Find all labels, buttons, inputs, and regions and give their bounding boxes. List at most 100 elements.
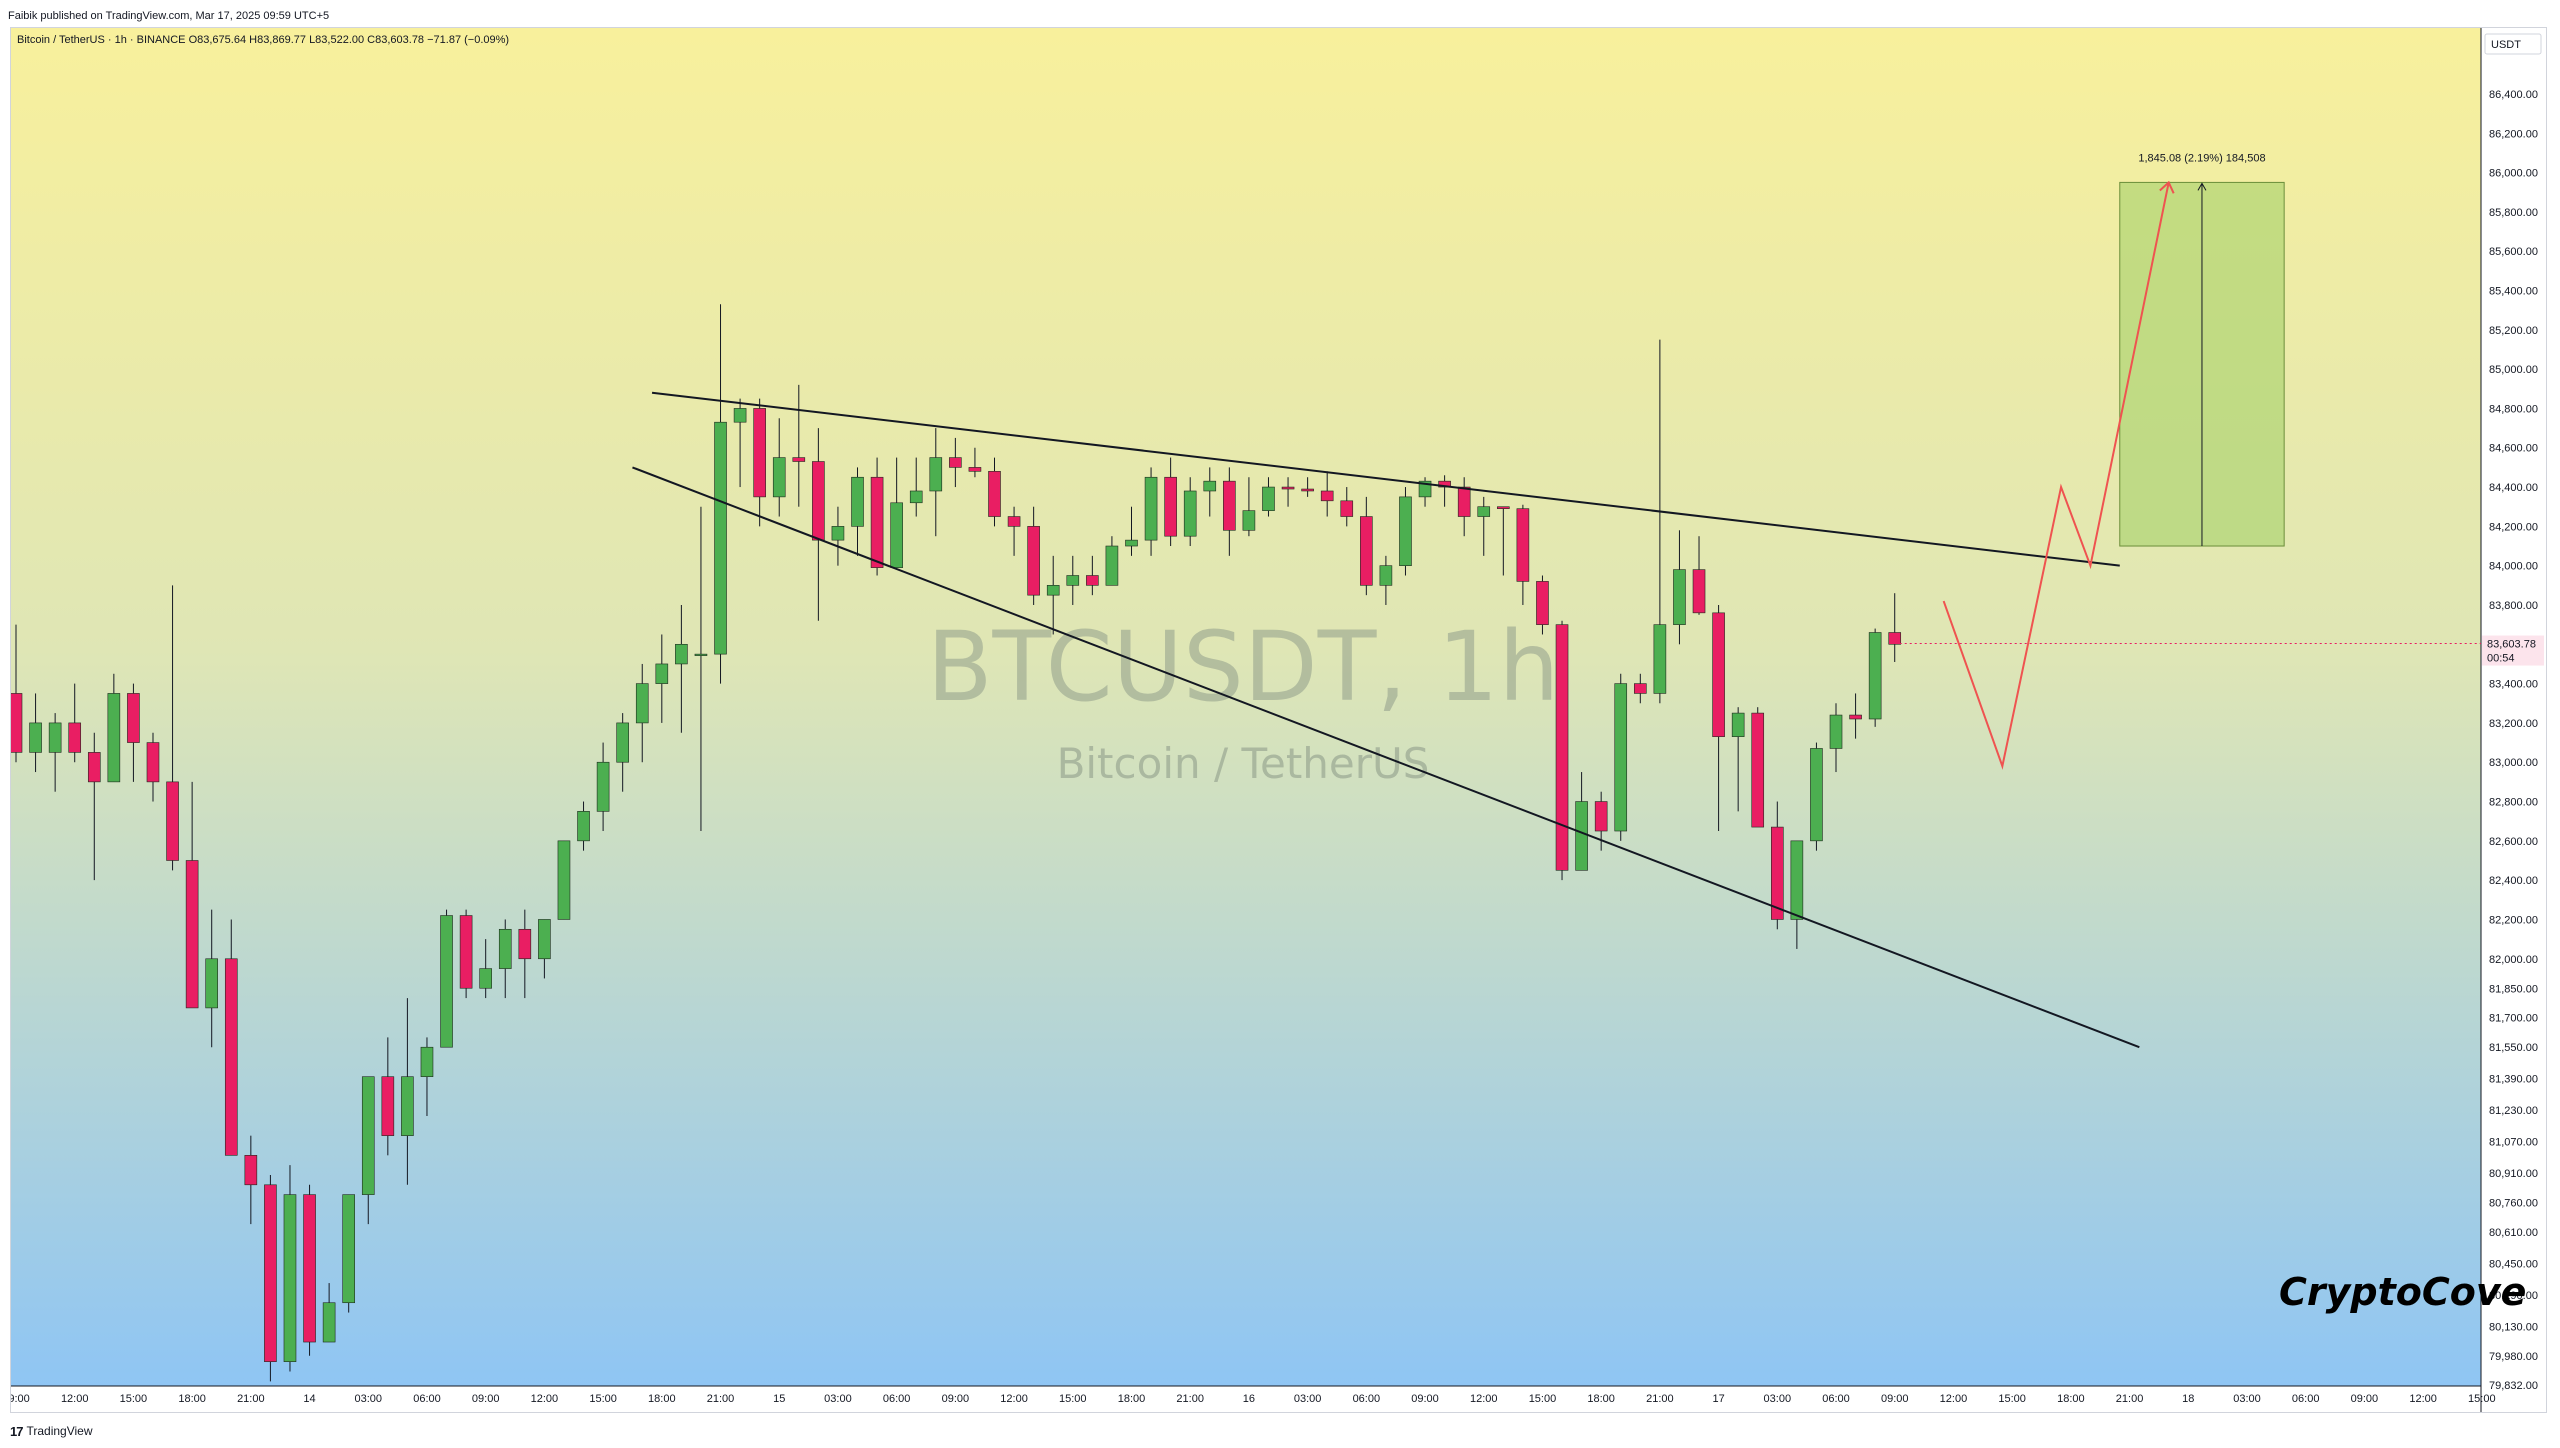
candle-body bbox=[890, 502, 903, 568]
currency-label: USDT bbox=[2491, 39, 2521, 51]
candle-body bbox=[166, 781, 179, 861]
y-tick-label: 81,850.00 bbox=[2489, 983, 2538, 995]
last-price-label: 83,603.78 bbox=[2487, 639, 2536, 651]
x-tick-label: 18:00 bbox=[1587, 1393, 1615, 1405]
candle-body bbox=[1829, 714, 1843, 749]
y-tick-label: 83,400.00 bbox=[2489, 679, 2538, 691]
candle-body bbox=[577, 811, 590, 842]
candle-body bbox=[949, 457, 962, 468]
x-tick-label: 09:00 bbox=[472, 1393, 500, 1405]
candle-body bbox=[1575, 801, 1588, 871]
candle-body bbox=[792, 457, 806, 462]
x-tick-label: 06:00 bbox=[413, 1393, 441, 1405]
candle-body bbox=[1086, 575, 1099, 586]
chart-frame[interactable]: Bitcoin / TetherUS · 1h · BINANCE O83,67… bbox=[10, 27, 2547, 1413]
candle-body bbox=[224, 958, 238, 1156]
y-tick-label: 80,130.00 bbox=[2489, 1321, 2538, 1333]
candle-body bbox=[1399, 496, 1412, 566]
candle-body bbox=[1790, 840, 1804, 920]
x-tick-label: 21:00 bbox=[1646, 1393, 1674, 1405]
x-tick-label: 15:00 bbox=[120, 1393, 148, 1405]
y-tick-label: 80,450.00 bbox=[2489, 1258, 2538, 1270]
candle-body bbox=[1125, 539, 1138, 547]
candle-body bbox=[596, 761, 610, 812]
x-tick-label: 09:00 bbox=[11, 1393, 30, 1405]
candle-body bbox=[498, 928, 512, 969]
candle-body bbox=[205, 958, 218, 1009]
footer: 17 TradingView bbox=[10, 1420, 93, 1442]
x-tick-label: 15 bbox=[773, 1393, 785, 1405]
candle-body bbox=[1653, 624, 1667, 694]
candle-body bbox=[714, 421, 727, 655]
candle-body bbox=[694, 653, 708, 656]
watermark-name: Bitcoin / TetherUS bbox=[1057, 739, 1430, 788]
candle-body bbox=[1379, 565, 1393, 586]
candle-body bbox=[401, 1076, 414, 1136]
candle-body bbox=[68, 722, 82, 753]
candle-body bbox=[675, 643, 688, 665]
x-tick-label: 21:00 bbox=[707, 1393, 735, 1405]
candle-body bbox=[1223, 480, 1236, 531]
x-tick-label: 18:00 bbox=[1118, 1393, 1146, 1405]
y-tick-label: 83,000.00 bbox=[2489, 757, 2538, 769]
last-price-badge bbox=[2482, 635, 2544, 666]
y-tick-label: 85,400.00 bbox=[2489, 286, 2538, 298]
y-tick-label: 81,390.00 bbox=[2489, 1074, 2538, 1086]
y-tick-label: 86,200.00 bbox=[2489, 128, 2538, 140]
x-tick-label: 18:00 bbox=[2057, 1393, 2085, 1405]
y-tick-label: 85,600.00 bbox=[2489, 246, 2538, 258]
target-arrow-head bbox=[2197, 182, 2207, 191]
time-axis-panel bbox=[11, 1386, 2546, 1412]
candle-body bbox=[479, 968, 492, 989]
x-tick-label: 03:00 bbox=[1764, 1393, 1792, 1405]
x-tick-label: 12:00 bbox=[531, 1393, 559, 1405]
x-tick-label: 15:00 bbox=[589, 1393, 617, 1405]
candle-body bbox=[1868, 632, 1882, 720]
x-tick-label: 06:00 bbox=[1353, 1393, 1381, 1405]
candle-body bbox=[1516, 508, 1530, 582]
currency-badge[interactable] bbox=[2484, 33, 2542, 55]
x-tick-label: 17 bbox=[1712, 1393, 1724, 1405]
y-tick-label: 84,600.00 bbox=[2489, 443, 2538, 455]
y-tick-label: 80,760.00 bbox=[2489, 1197, 2538, 1209]
forecast-path bbox=[1942, 182, 2170, 770]
candle-body bbox=[518, 928, 532, 960]
x-tick-label: 06:00 bbox=[2292, 1393, 2320, 1405]
candle-body bbox=[1183, 490, 1197, 537]
candle-body bbox=[753, 408, 766, 498]
candle-body bbox=[342, 1194, 355, 1304]
candle-body bbox=[1340, 500, 1354, 517]
candle-body bbox=[1751, 712, 1765, 828]
candle-body bbox=[635, 683, 649, 724]
candle-body bbox=[1242, 510, 1256, 531]
x-tick-label: 18:00 bbox=[178, 1393, 206, 1405]
y-tick-label: 85,200.00 bbox=[2489, 325, 2538, 337]
y-tick-label: 86,400.00 bbox=[2489, 89, 2538, 101]
candle-body bbox=[1144, 476, 1158, 541]
y-tick-label: 81,070.00 bbox=[2489, 1137, 2538, 1149]
x-tick-label: 15:00 bbox=[1998, 1393, 2026, 1405]
candle-body bbox=[733, 408, 747, 423]
upper-trendline bbox=[651, 391, 2120, 567]
candle-body bbox=[303, 1194, 316, 1343]
candle-body bbox=[1731, 712, 1745, 737]
candle-body bbox=[459, 915, 473, 989]
x-tick-label: 21:00 bbox=[237, 1393, 265, 1405]
candle-body bbox=[1320, 490, 1334, 502]
y-tick-label: 84,200.00 bbox=[2489, 521, 2538, 533]
candlestick-chart[interactable]: Bitcoin / TetherUS · 1h · BINANCE O83,67… bbox=[11, 28, 2546, 1412]
candle-body bbox=[909, 490, 923, 504]
candle-body bbox=[264, 1184, 277, 1362]
candle-body bbox=[1164, 476, 1177, 537]
x-tick-label: 12:00 bbox=[61, 1393, 89, 1405]
y-tick-label: 79,832.00 bbox=[2489, 1380, 2538, 1392]
target-projection: 1,845.08 (2.19%) 184,508 bbox=[2119, 152, 2285, 547]
price-axis: 79,832.00 79,980.00 80,130.00 80,290.00 80,4… bbox=[1894, 89, 2544, 1392]
x-tick-label: 06:00 bbox=[1822, 1393, 1850, 1405]
candle-body bbox=[1555, 624, 1569, 871]
x-tick-label: 16 bbox=[1243, 1393, 1255, 1405]
x-tick-label: 09:00 bbox=[942, 1393, 970, 1405]
x-tick-label: 12:00 bbox=[1000, 1393, 1028, 1405]
x-tick-label: 09:00 bbox=[2351, 1393, 2379, 1405]
watermark-symbol: BTCUSDT, 1h bbox=[927, 611, 1560, 723]
